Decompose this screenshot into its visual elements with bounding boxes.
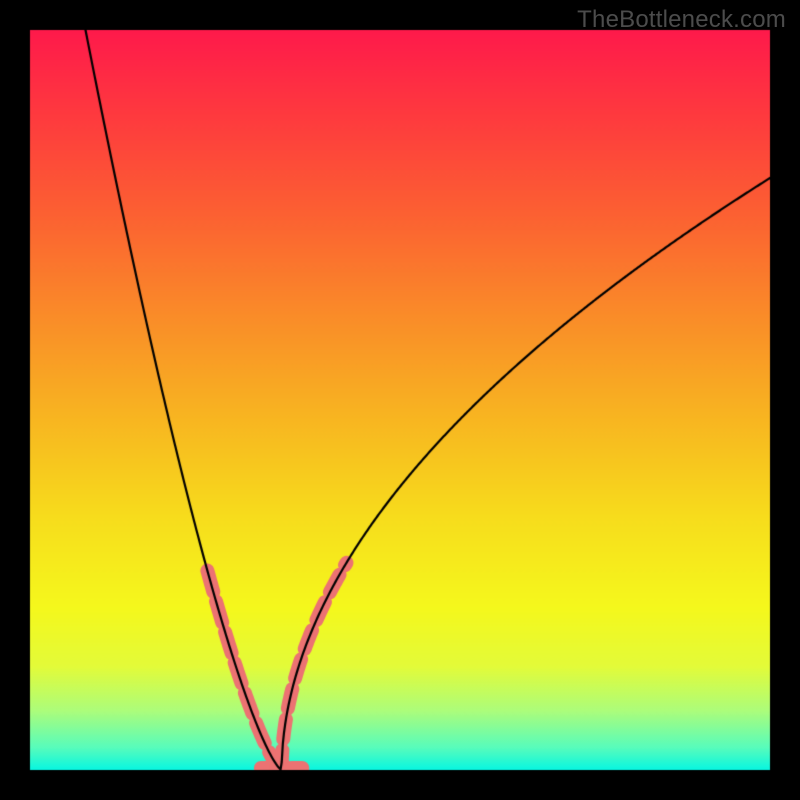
- watermark-text: TheBottleneck.com: [577, 6, 786, 34]
- chart-stage: TheBottleneck.com: [0, 0, 800, 800]
- bottleneck-curve-plot: [0, 0, 800, 800]
